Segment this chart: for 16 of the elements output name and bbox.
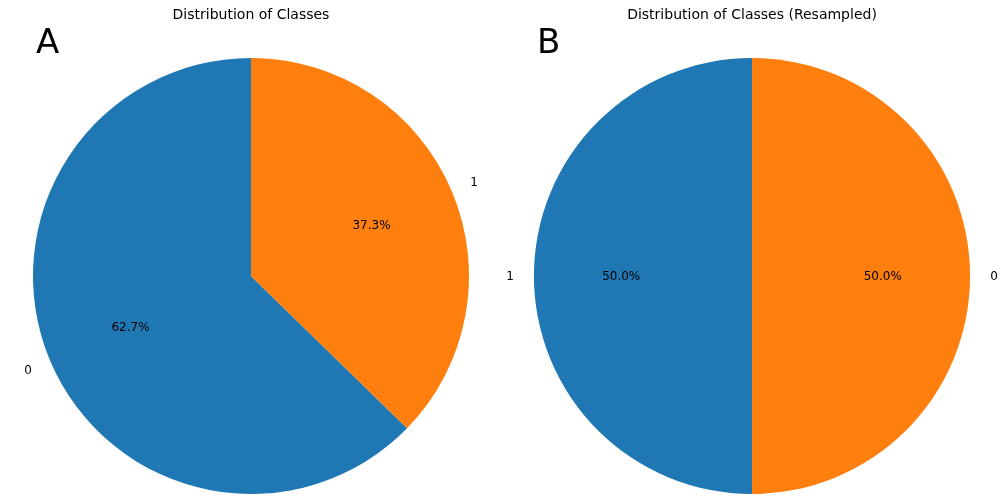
slice-label: 1 bbox=[506, 269, 514, 283]
pie-slice bbox=[534, 58, 752, 494]
chart-title: Distribution of Classes bbox=[172, 6, 330, 22]
slice-label: 0 bbox=[24, 363, 32, 378]
data-label: 50.0% bbox=[863, 269, 902, 283]
data-label: 62.7% bbox=[111, 319, 150, 334]
pie-slice bbox=[33, 58, 408, 494]
pie-slice bbox=[251, 58, 469, 429]
slice-label: 1 bbox=[470, 174, 478, 189]
text: A bbox=[36, 21, 60, 61]
text: B bbox=[537, 21, 561, 61]
pie-slice bbox=[752, 58, 970, 494]
data-label: 37.3% bbox=[352, 218, 391, 233]
chart-title: Distribution of Classes (Resampled) bbox=[627, 6, 877, 22]
data-label: 50.0% bbox=[602, 269, 641, 283]
slice-label: 0 bbox=[990, 269, 998, 283]
